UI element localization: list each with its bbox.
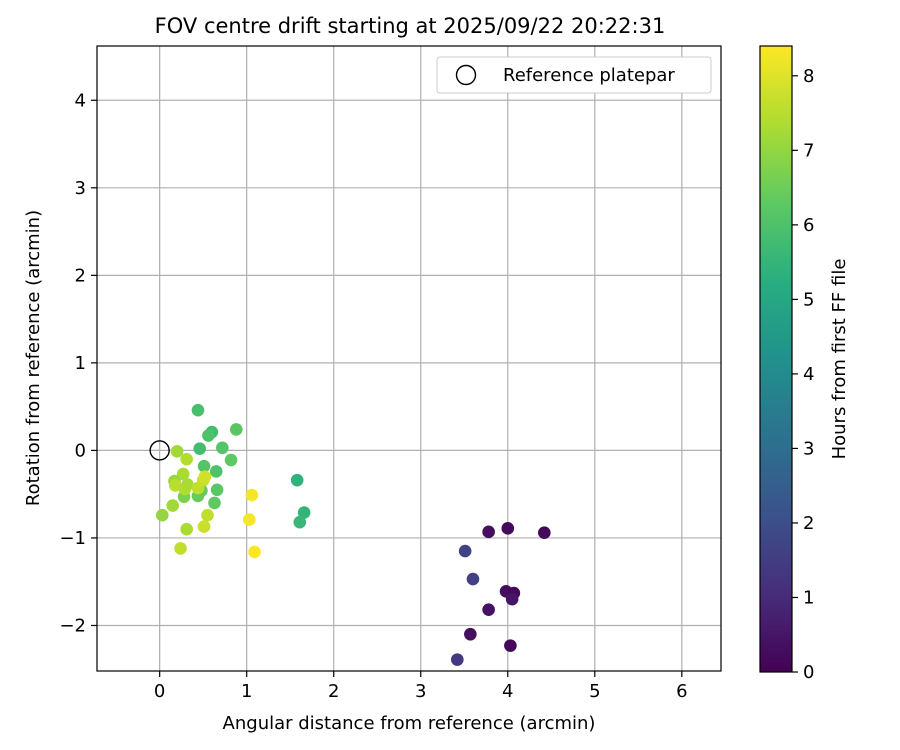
x-tick-label: 4 [502,681,513,702]
colorbar-tick-label: 4 [803,364,814,385]
colorbar-tick-label: 5 [803,289,814,310]
data-point [155,508,169,522]
data-point [464,627,477,641]
x-tick-label: 3 [415,681,426,702]
y-tick-label: −2 [59,615,86,636]
colorbar: 0 1 2 3 4 5 6 7 8 Hours from first FF file [759,45,850,683]
data-point [191,403,205,417]
data-point [166,499,180,512]
colorbar-gradient [759,45,793,673]
x-tick-label: 6 [676,681,687,702]
x-tick-label: 2 [328,681,339,702]
data-point [181,478,194,491]
grid [97,46,721,671]
data-point [208,496,221,510]
colorbar-tick-label: 2 [803,513,814,534]
colorbar-tick-label: 0 [803,662,814,683]
data-point [180,522,193,536]
y-axis-label: Rotation from reference (arcmin) [23,210,44,506]
y-tick-label: 1 [75,353,86,374]
data-point [169,479,182,492]
colorbar-tick-label: 1 [803,587,814,608]
y-tick-label: 2 [75,265,86,286]
x-axis-ticks: 0 1 2 3 4 5 6 [154,671,688,702]
data-point [501,522,515,535]
data-point [451,653,464,666]
legend-entry-reference: Reference platepar [503,65,675,86]
legend-marker-reference [455,64,477,86]
data-point [197,520,211,533]
chart-title: FOV centre drift starting at 2025/09/22 … [155,14,666,38]
data-point [198,470,212,483]
data-point [293,515,307,529]
data-point [180,452,193,466]
data-point [458,544,472,558]
data-point [224,453,238,467]
colorbar-tick-label: 7 [803,140,814,161]
colorbar-tick-label: 3 [803,438,814,459]
data-point [176,467,190,481]
data-point [210,483,224,497]
data-point [209,465,223,478]
x-tick-label: 5 [589,681,600,702]
data-points [155,403,551,666]
data-point [193,442,206,455]
data-point [505,592,519,606]
x-axis-label: Angular distance from reference (arcmin) [223,713,596,734]
legend: Reference platepar [436,56,712,94]
y-tick-label: 3 [75,178,86,199]
data-point [248,545,261,559]
data-point [197,459,211,473]
y-axis-ticks: −2 −1 0 1 2 3 4 [59,90,97,636]
data-point [290,473,304,487]
colorbar-label: Hours from first FF file [829,259,850,460]
data-point [201,508,214,522]
data-point [202,429,215,442]
data-point [482,603,495,617]
data-point [216,441,229,455]
reference-platepar-marker [149,440,170,461]
y-tick-label: 4 [75,90,86,111]
data-point [538,526,551,539]
data-point [482,525,495,539]
x-tick-label: 1 [241,681,252,702]
y-tick-label: 0 [75,440,86,461]
colorbar-tick-label: 8 [803,66,814,87]
y-tick-label: −1 [59,528,86,549]
colorbar-ticks: 0 1 2 3 4 5 6 7 8 [792,66,814,683]
data-point [504,639,517,652]
plot-frame [96,45,722,672]
colorbar-tick-label: 6 [803,215,814,236]
x-tick-label: 0 [154,681,165,702]
data-point [243,513,256,526]
data-point [174,542,187,555]
data-point [466,572,480,586]
data-point [170,444,184,458]
data-point [229,423,243,436]
data-point [245,488,259,502]
reference-layer [149,440,170,461]
legend-box [436,56,712,94]
data-point [297,506,311,519]
